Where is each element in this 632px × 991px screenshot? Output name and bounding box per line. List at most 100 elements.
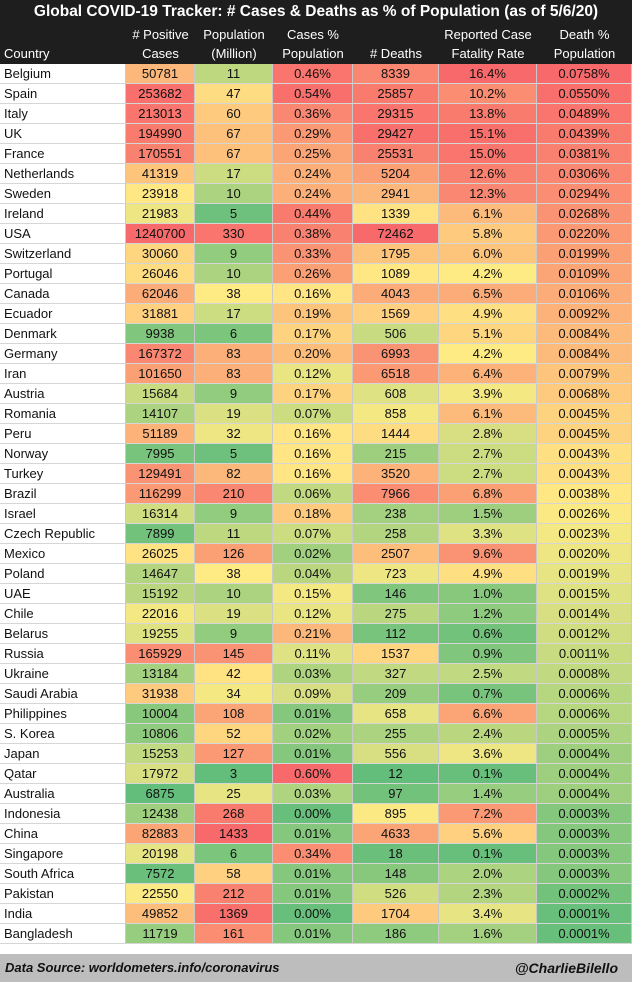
cell-cases: 129491: [126, 464, 195, 484]
cell-cases-pct: 0.26%: [273, 264, 353, 284]
cell-country: Turkey: [0, 464, 126, 484]
cell-deaths: 1339: [353, 204, 439, 224]
cell-cases: 51189: [126, 424, 195, 444]
cell-death-pct: 0.0008%: [537, 664, 632, 684]
cell-cases: 49852: [126, 904, 195, 924]
cell-deaths: 25531: [353, 144, 439, 164]
cell-cases-pct: 0.01%: [273, 824, 353, 844]
cell-cfr: 1.6%: [439, 924, 537, 944]
cell-cases: 7899: [126, 524, 195, 544]
table-row: Canada 62046 38 0.16% 4043 6.5% 0.0106%: [0, 284, 632, 304]
table-row: Israel 16314 9 0.18% 238 1.5% 0.0026%: [0, 504, 632, 524]
cell-death-pct: 0.0026%: [537, 504, 632, 524]
cell-cfr: 12.6%: [439, 164, 537, 184]
cell-deaths: 255: [353, 724, 439, 744]
cell-death-pct: 0.0003%: [537, 804, 632, 824]
header-population-line1: Population: [203, 27, 265, 42]
cell-death-pct: 0.0199%: [537, 244, 632, 264]
cell-cfr: 6.6%: [439, 704, 537, 724]
cell-population: 10: [195, 584, 273, 604]
cell-cases-pct: 0.07%: [273, 524, 353, 544]
cell-cfr: 5.1%: [439, 324, 537, 344]
cell-deaths: 1089: [353, 264, 439, 284]
cell-cases-pct: 0.25%: [273, 144, 353, 164]
cell-population: 5: [195, 204, 273, 224]
cell-population: 19: [195, 604, 273, 624]
cell-cases-pct: 0.16%: [273, 284, 353, 304]
cell-country: Belarus: [0, 624, 126, 644]
cell-cfr: 0.1%: [439, 764, 537, 784]
table-row: Portugal 26046 10 0.26% 1089 4.2% 0.0109%: [0, 264, 632, 284]
cell-cases: 15253: [126, 744, 195, 764]
cell-country: Canada: [0, 284, 126, 304]
cell-population: 3: [195, 764, 273, 784]
cell-deaths: 215: [353, 444, 439, 464]
cell-population: 17: [195, 304, 273, 324]
cell-deaths: 4043: [353, 284, 439, 304]
cell-deaths: 1537: [353, 644, 439, 664]
cell-population: 17: [195, 164, 273, 184]
cell-cases-pct: 0.34%: [273, 844, 353, 864]
cell-cases: 16314: [126, 504, 195, 524]
cell-population: 19: [195, 404, 273, 424]
header-cases: # Positive Cases: [126, 24, 195, 64]
cell-cfr: 2.5%: [439, 664, 537, 684]
cell-cases: 10806: [126, 724, 195, 744]
cell-cases-pct: 0.03%: [273, 664, 353, 684]
cell-country: Denmark: [0, 324, 126, 344]
cell-cases: 14107: [126, 404, 195, 424]
cell-death-pct: 0.0294%: [537, 184, 632, 204]
cell-cases: 21983: [126, 204, 195, 224]
cell-deaths: 6993: [353, 344, 439, 364]
cell-deaths: 97: [353, 784, 439, 804]
table-row: Denmark 9938 6 0.17% 506 5.1% 0.0084%: [0, 324, 632, 344]
cell-cases-pct: 0.16%: [273, 464, 353, 484]
cell-death-pct: 0.0268%: [537, 204, 632, 224]
cell-death-pct: 0.0001%: [537, 904, 632, 924]
cell-death-pct: 0.0758%: [537, 64, 632, 84]
cell-country: Austria: [0, 384, 126, 404]
table-row: Ukraine 13184 42 0.03% 327 2.5% 0.0008%: [0, 664, 632, 684]
cell-death-pct: 0.0005%: [537, 724, 632, 744]
table-row: Italy 213013 60 0.36% 29315 13.8% 0.0489%: [0, 104, 632, 124]
header-deaths-line1: # Deaths: [369, 46, 423, 61]
cell-cfr: 15.0%: [439, 144, 537, 164]
cell-cases-pct: 0.12%: [273, 604, 353, 624]
cell-deaths: 658: [353, 704, 439, 724]
cell-cfr: 15.1%: [439, 124, 537, 144]
cell-cases-pct: 0.16%: [273, 444, 353, 464]
table-row: Indonesia 12438 268 0.00% 895 7.2% 0.0003%: [0, 804, 632, 824]
table-row: Turkey 129491 82 0.16% 3520 2.7% 0.0043%: [0, 464, 632, 484]
header-population: Population (Million): [195, 24, 273, 64]
cell-cases: 167372: [126, 344, 195, 364]
cell-country: France: [0, 144, 126, 164]
table-row: Saudi Arabia 31938 34 0.09% 209 0.7% 0.0006%: [0, 684, 632, 704]
cell-cases: 26046: [126, 264, 195, 284]
cell-cases: 26025: [126, 544, 195, 564]
cell-cases: 62046: [126, 284, 195, 304]
cell-population: 82: [195, 464, 273, 484]
cell-death-pct: 0.0002%: [537, 884, 632, 904]
cell-country: Switzerland: [0, 244, 126, 264]
cell-population: 83: [195, 344, 273, 364]
cell-deaths: 258: [353, 524, 439, 544]
cell-cases: 10004: [126, 704, 195, 724]
cell-population: 9: [195, 384, 273, 404]
cell-country: India: [0, 904, 126, 924]
cell-country: Belgium: [0, 64, 126, 84]
cell-cases-pct: 0.01%: [273, 884, 353, 904]
cell-cfr: 4.9%: [439, 304, 537, 324]
cell-deaths: 209: [353, 684, 439, 704]
cell-death-pct: 0.0068%: [537, 384, 632, 404]
table-row: Austria 15684 9 0.17% 608 3.9% 0.0068%: [0, 384, 632, 404]
cell-cfr: 6.8%: [439, 484, 537, 504]
cell-death-pct: 0.0012%: [537, 624, 632, 644]
cell-population: 145: [195, 644, 273, 664]
cell-death-pct: 0.0045%: [537, 424, 632, 444]
cell-cases-pct: 0.38%: [273, 224, 353, 244]
cell-cfr: 3.9%: [439, 384, 537, 404]
cell-death-pct: 0.0014%: [537, 604, 632, 624]
table-row: Spain 253682 47 0.54% 25857 10.2% 0.0550%: [0, 84, 632, 104]
cell-death-pct: 0.0106%: [537, 284, 632, 304]
cell-cfr: 2.7%: [439, 464, 537, 484]
